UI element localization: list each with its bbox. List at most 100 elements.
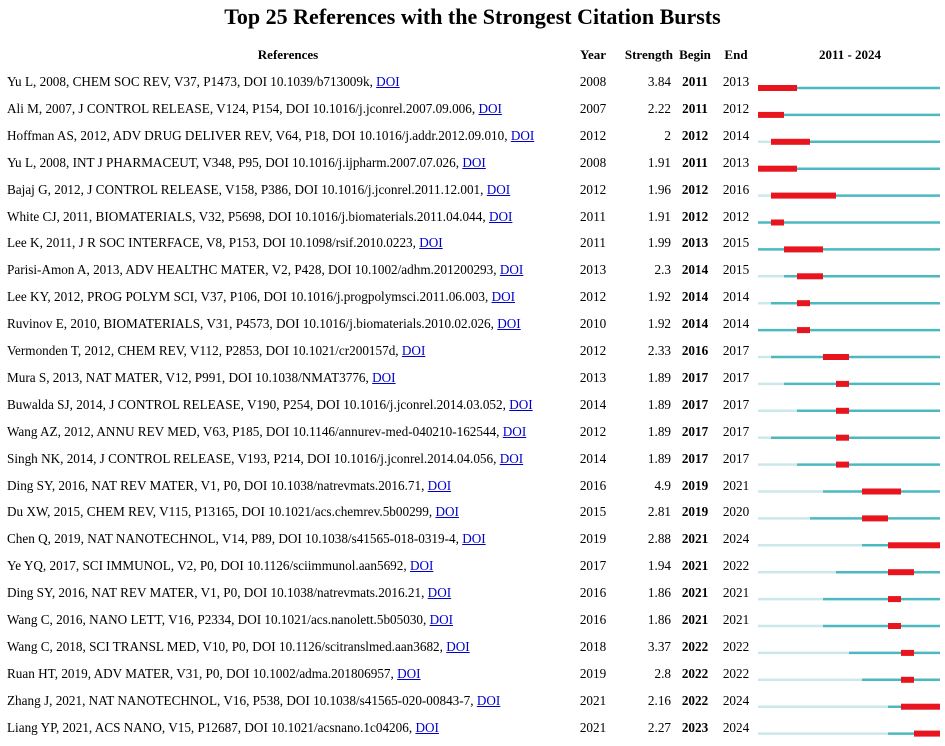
strength-cell: 1.89 — [647, 450, 671, 466]
strength-cell: 4.9 — [654, 477, 671, 493]
doi-link[interactable]: DOI — [372, 369, 396, 385]
table-row: Hoffman AS, 2012, ADV DRUG DELIVER REV, … — [0, 123, 945, 149]
table-row: Yu L, 2008, CHEM SOC REV, V37, P1473, DO… — [0, 69, 945, 95]
burst-bar — [823, 354, 849, 360]
doi-link[interactable]: DOI — [499, 262, 524, 278]
burst-bar — [758, 111, 784, 118]
doi-link[interactable]: DOI — [488, 208, 513, 224]
header-range: 2011 - 2024 — [818, 47, 882, 62]
begin-cell: 2012 — [681, 208, 709, 224]
burst-bar — [862, 488, 901, 495]
strength-cell: 1.86 — [647, 612, 671, 627]
table-row: Ding SY, 2016, NAT REV MATER, V1, P0, DO… — [0, 473, 945, 499]
begin-cell: 2014 — [681, 316, 709, 332]
burst-bar — [836, 380, 849, 387]
burst-bar — [836, 434, 849, 441]
doi-link[interactable]: DOI — [401, 343, 426, 358]
burst-bar — [771, 192, 836, 199]
table-row: Liang YP, 2021, ACS NANO, V15, P12687, D… — [0, 715, 945, 741]
reference-citation: Bajaj G, 2012, J CONTROL RELEASE, V158, … — [7, 181, 487, 197]
table-row: White CJ, 2011, BIOMATERIALS, V32, P5698… — [0, 204, 945, 230]
doi-link[interactable]: DOI — [397, 665, 421, 681]
end-cell: 2021 — [722, 477, 750, 493]
burst-bar — [836, 461, 849, 468]
reference-text: Hoffman AS, 2012, ADV DRUG DELIVER REV, … — [7, 123, 575, 149]
doi-link[interactable]: DOI — [510, 127, 535, 143]
doi-link[interactable]: DOI — [462, 154, 486, 170]
end-cell: 2017 — [722, 396, 750, 412]
begin-cell: 2021 — [681, 558, 709, 574]
doi-link[interactable]: DOI — [491, 289, 516, 305]
doi-link[interactable]: DOI — [486, 181, 511, 197]
end-cell: 2012 — [722, 100, 750, 116]
doi-link[interactable]: DOI — [446, 638, 470, 654]
begin-cell: 2011 — [682, 100, 708, 116]
end-cell: 2017 — [722, 450, 750, 466]
burst-bar — [771, 219, 784, 226]
header-references: References — [257, 47, 319, 62]
reference-citation: Vermonden T, 2012, CHEM REV, V112, P2853… — [7, 343, 402, 358]
doi-link[interactable]: DOI — [478, 100, 502, 116]
doi-link[interactable]: DOI — [419, 235, 443, 251]
table-row: Wang C, 2018, SCI TRANSL MED, V10, P0, D… — [0, 634, 945, 660]
doi-link[interactable]: DOI — [499, 450, 524, 466]
doi-link[interactable]: DOI — [476, 692, 501, 708]
doi-link[interactable]: DOI — [427, 585, 452, 601]
doi-link[interactable]: DOI — [435, 504, 459, 520]
burst-bar — [797, 273, 823, 280]
burst-bar — [771, 138, 810, 145]
doi-link[interactable]: DOI — [497, 316, 521, 332]
end-cell: 2016 — [722, 181, 750, 197]
burst-bar — [758, 165, 797, 172]
begin-cell: 2017 — [681, 396, 709, 412]
doi-link[interactable]: DOI — [502, 423, 527, 439]
year-cell: 2019 — [579, 531, 607, 547]
reference-citation: Ruvinov E, 2010, BIOMATERIALS, V31, P457… — [7, 316, 498, 332]
year-cell: 2016 — [579, 612, 607, 627]
doi-link[interactable]: DOI — [427, 477, 452, 493]
doi-link[interactable]: DOI — [409, 558, 434, 574]
strength-cell: 3.84 — [647, 74, 671, 89]
doi-link[interactable]: DOI — [462, 531, 486, 547]
begin-cell: 2022 — [681, 638, 709, 654]
burst-bar — [888, 623, 901, 629]
table-row: Lee K, 2011, J R SOC INTERFACE, V8, P153… — [0, 230, 945, 256]
table-row: Ruvinov E, 2010, BIOMATERIALS, V31, P457… — [0, 311, 945, 337]
strength-cell: 1.89 — [647, 423, 671, 439]
table-row: Vermonden T, 2012, CHEM REV, V112, P2853… — [0, 338, 945, 364]
begin-cell: 2017 — [681, 450, 709, 466]
doi-link[interactable]: DOI — [509, 396, 533, 412]
reference-citation: Ruan HT, 2019, ADV MATER, V31, P0, DOI 1… — [7, 665, 398, 681]
doi-link[interactable]: DOI — [415, 719, 439, 735]
end-cell: 2017 — [722, 343, 750, 358]
reference-citation: White CJ, 2011, BIOMATERIALS, V32, P5698… — [7, 208, 489, 224]
year-cell: 2008 — [579, 74, 607, 89]
year-cell: 2018 — [579, 638, 607, 654]
year-cell: 2021 — [579, 692, 607, 708]
begin-cell: 2014 — [681, 262, 709, 278]
year-cell: 2007 — [579, 100, 607, 116]
begin-cell: 2022 — [681, 692, 709, 708]
begin-cell: 2013 — [681, 235, 709, 251]
reference-text: Ding SY, 2016, NAT REV MATER, V1, P0, DO… — [7, 580, 575, 606]
table-row: Bajaj G, 2012, J CONTROL RELEASE, V158, … — [0, 177, 945, 203]
reference-citation: Du XW, 2015, CHEM REV, V115, P13165, DOI… — [7, 504, 436, 520]
reference-text: Wang C, 2016, NANO LETT, V16, P2334, DOI… — [7, 607, 575, 633]
begin-cell: 2021 — [681, 585, 709, 601]
reference-text: Ding SY, 2016, NAT REV MATER, V1, P0, DO… — [7, 473, 575, 499]
reference-citation: Mura S, 2013, NAT MATER, V12, P991, DOI … — [7, 369, 373, 385]
burst-bar — [784, 246, 823, 253]
strength-cell: 1.89 — [647, 369, 671, 385]
year-cell: 2012 — [579, 423, 607, 439]
strength-cell: 2.22 — [647, 100, 671, 116]
table-row: Zhang J, 2021, NAT NANOTECHNOL, V16, P53… — [0, 688, 945, 714]
doi-link[interactable]: DOI — [429, 612, 454, 627]
doi-link[interactable]: DOI — [376, 74, 400, 89]
end-cell: 2024 — [722, 692, 750, 708]
year-cell: 2013 — [579, 369, 607, 385]
end-cell: 2012 — [722, 208, 750, 224]
reference-text: Liang YP, 2021, ACS NANO, V15, P12687, D… — [7, 715, 575, 741]
end-cell: 2022 — [722, 558, 750, 574]
burst-bar — [797, 300, 810, 307]
